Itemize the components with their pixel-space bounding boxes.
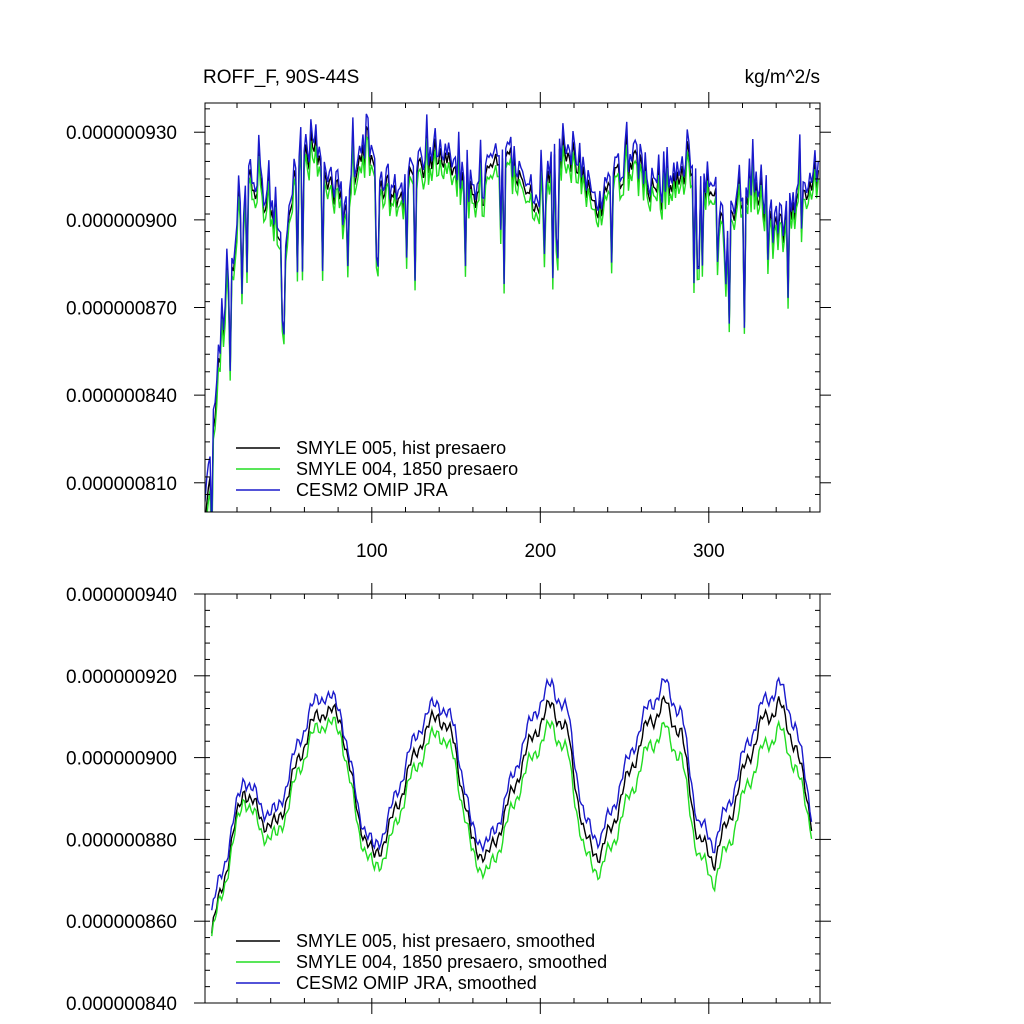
legend-label: SMYLE 005, hist presaero, smoothed: [296, 931, 595, 951]
y-tick-label: 0.000000940: [66, 585, 177, 606]
x-tick-label: 300: [693, 541, 725, 562]
y-tick-label: 0.000000840: [66, 994, 177, 1015]
y-tick-label: 0.000000900: [66, 749, 177, 770]
top-panel: 0.000000810 0.000000840 0.000000870 0.00000…: [66, 67, 831, 562]
legend: SMYLE 005, hist presaero, smoothedSMYLE …: [236, 931, 607, 993]
series-group: [211, 676, 813, 937]
series-line-3: [205, 113, 820, 512]
legend-label: SMYLE 005, hist presaero: [296, 438, 506, 458]
y-tick-label: 0.000000810: [66, 474, 177, 495]
chart-title-right: kg/m^2/s: [745, 67, 820, 88]
x-tick-label: 200: [524, 541, 556, 562]
bottom-panel: 0.000000840 0.000000860 0.000000880 0.00000…: [66, 583, 831, 1015]
series-line-2: [211, 716, 813, 937]
legend-label: CESM2 OMIP JRA: [296, 480, 448, 500]
series-line-3: [211, 676, 813, 911]
series-group: [205, 113, 820, 512]
y-tick-label: 0.000000880: [66, 830, 177, 851]
chart-title-left: ROFF_F, 90S-44S: [203, 67, 359, 88]
y-tick-label: 0.000000870: [66, 299, 177, 320]
y-tick-label: 0.000000860: [66, 912, 177, 933]
y-tick-label: 0.000000840: [66, 386, 177, 407]
y-tick-label: 0.000000900: [66, 211, 177, 232]
y-tick-label: 0.000000920: [66, 667, 177, 688]
legend-label: CESM2 OMIP JRA, smoothed: [296, 973, 537, 993]
x-tick-label: 100: [356, 541, 388, 562]
legend-label: SMYLE 004, 1850 presaero, smoothed: [296, 952, 607, 972]
y-tick-label: 0.000000930: [66, 123, 177, 144]
legend-label: SMYLE 004, 1850 presaero: [296, 459, 518, 479]
series-line-1: [211, 694, 813, 934]
plot-frame: [204, 593, 821, 1004]
